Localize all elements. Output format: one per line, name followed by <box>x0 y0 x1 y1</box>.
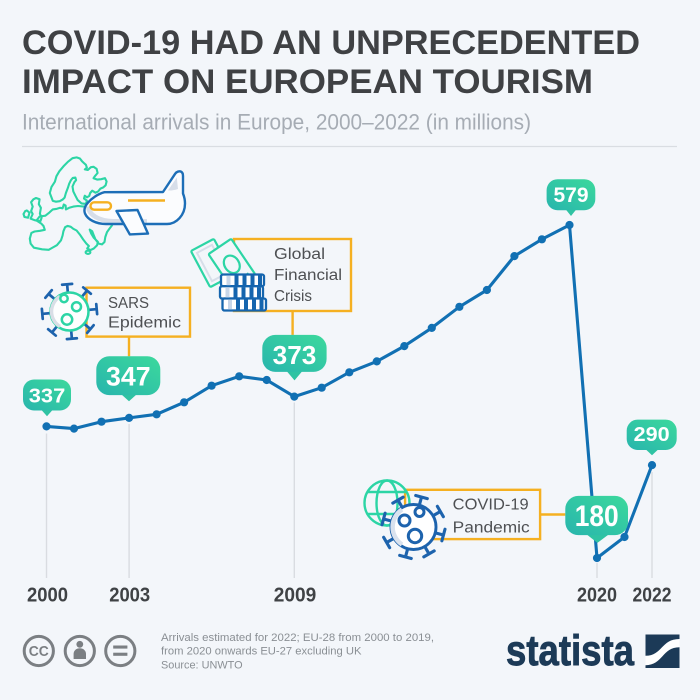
svg-text:statista: statista <box>506 627 635 675</box>
svg-text:2022: 2022 <box>633 584 672 607</box>
svg-text:180: 180 <box>575 500 619 533</box>
svg-text:347: 347 <box>106 361 151 391</box>
svg-text:Source: UNWTO: Source: UNWTO <box>161 659 243 671</box>
svg-text:from 2020 onwards EU-27 exclud: from 2020 onwards EU-27 excluding UK <box>161 646 362 658</box>
svg-text:Pandemic: Pandemic <box>453 520 530 537</box>
svg-text:Global: Global <box>274 246 325 263</box>
svg-text:Arrivals estimated for 2022; E: Arrivals estimated for 2022; EU-28 from … <box>161 632 434 644</box>
svg-text:COVID-19 HAD AN UNPRECEDENTED: COVID-19 HAD AN UNPRECEDENTED <box>22 24 640 62</box>
svg-text:2003: 2003 <box>109 584 150 607</box>
svg-text:Crisis: Crisis <box>274 288 312 305</box>
svg-text:COVID-19: COVID-19 <box>453 497 529 514</box>
svg-text:2000: 2000 <box>27 584 68 607</box>
svg-text:International arrivals in Euro: International arrivals in Europe, 2000–2… <box>22 110 531 135</box>
svg-text:373: 373 <box>273 340 317 370</box>
svg-text:290: 290 <box>634 424 670 446</box>
svg-text:579: 579 <box>554 184 589 207</box>
svg-text:2020: 2020 <box>577 584 617 607</box>
svg-text:CC: CC <box>29 644 49 660</box>
svg-text:IMPACT ON EUROPEAN TOURISM: IMPACT ON EUROPEAN TOURISM <box>22 63 593 101</box>
svg-text:Epidemic: Epidemic <box>108 315 181 332</box>
svg-text:337: 337 <box>29 384 66 407</box>
svg-text:SARS: SARS <box>108 295 149 312</box>
svg-text:2009: 2009 <box>274 584 317 607</box>
svg-text:Financial: Financial <box>274 267 342 284</box>
